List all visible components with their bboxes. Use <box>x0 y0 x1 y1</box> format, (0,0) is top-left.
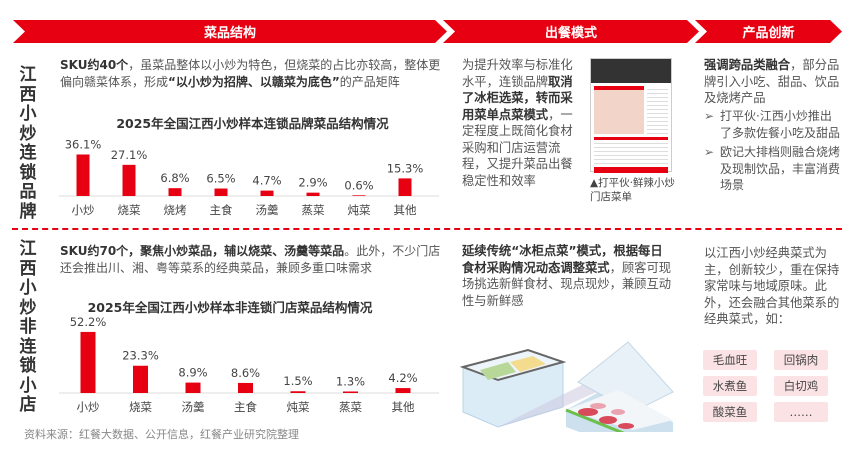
category-label: 炖菜 <box>287 400 310 414</box>
banner-label: 菜品结构 <box>203 26 256 41</box>
side-label-independent: 江西小炒非连锁小店 <box>19 239 37 415</box>
bar <box>185 382 201 393</box>
dish-tag: 水煮鱼 <box>703 376 757 396</box>
data-label: 6.8% <box>160 171 189 185</box>
chart-title: 2025年全国江西小炒样本连锁品牌菜品结构情况 <box>116 116 389 131</box>
category-label: 蒸菜 <box>339 400 362 414</box>
independent-bar-chart: 52.2% 小炒 23.3% 烧菜 8.9% 汤羹 8.6% 主食 1.5% 炖菜 1.3% 蒸菜 4.… <box>59 315 439 414</box>
dish-tag: 回锅肉 <box>774 350 828 370</box>
category-label: 其他 <box>394 203 417 217</box>
chain-intro: SKU约40个，虽菜品整体以小炒为特色，但烧菜的占比亦较高，整体更偏向赣菜体系，… <box>60 58 441 89</box>
category-label: 主食 <box>234 400 257 414</box>
data-label: 0.6% <box>344 178 373 192</box>
menu-caption: ▲打平伙·鲜辣小炒门店菜单 <box>590 177 675 203</box>
dish-tag: 白切鸡 <box>774 376 828 396</box>
bar <box>76 154 90 196</box>
bar <box>122 164 136 196</box>
banner-dish-structure: 菜品结构 <box>13 20 447 43</box>
side-label-chain: 江西小炒连锁品牌 <box>19 65 37 222</box>
dish-tag: 毛血旺 <box>703 350 757 370</box>
innovation-bullets: ➢ 打平伙·江西小炒推出了多款佐餐小吃及甜品 ➢ 欧记大排档则融合烧烤及现制饮品，丰… <box>704 108 840 194</box>
category-label: 汤羹 <box>256 203 279 217</box>
bar <box>306 192 320 196</box>
chain-innovation-text: 强调跨品类融合，部分品牌引入小吃、甜品、饮品及烧烤产品 <box>704 58 840 105</box>
data-label: 6.5% <box>206 172 235 186</box>
chart-title: 2025年全国江西小炒样本非连锁门店菜品结构情况 <box>87 300 373 315</box>
bar <box>398 178 412 196</box>
bullet-item: ➢ 欧记大排档则融合烧烤及现制饮品，丰富消费场景 <box>704 145 841 192</box>
category-label: 烧烤 <box>164 203 187 217</box>
data-label: 52.2% <box>70 315 107 329</box>
category-label: 烧菜 <box>129 400 152 414</box>
independent-innovation-text: 以江西小炒经典菜式为主，创新较少，重在保持家常味与地域原味。此外，还会融合其他菜… <box>704 246 840 326</box>
data-label: 2.9% <box>298 176 327 190</box>
data-label: 1.5% <box>283 374 312 388</box>
source-note: 资料来源：红餐大数据、公开信息，红餐产业研究院整理 <box>24 428 299 441</box>
data-label: 4.2% <box>388 371 417 385</box>
independent-intro: SKU约70个，聚焦小炒菜品，辅以烧菜、汤羹等菜品。此外，不少门店还会推出川、湘… <box>60 244 441 275</box>
chain-service-text: 为提升效率与标准化水平，连锁品牌取消了冰柜选菜，转而采用菜单点菜模式，一定程度上… <box>462 58 573 188</box>
banner-label: 出餐模式 <box>544 26 597 41</box>
category-label: 其他 <box>392 400 415 414</box>
data-label: 4.7% <box>252 174 281 188</box>
data-label: 8.6% <box>231 366 260 380</box>
category-label: 炖菜 <box>348 203 371 217</box>
bullet-item: ➢ 打平伙·江西小炒推出了多款佐餐小吃及甜品 <box>704 109 841 140</box>
data-label: 23.3% <box>122 349 159 363</box>
dish-tag: 酸菜鱼 <box>703 402 757 422</box>
dish-tag: …… <box>774 402 828 422</box>
category-label: 小炒 <box>72 203 95 217</box>
banner-service-mode: 出餐模式 <box>443 20 699 43</box>
data-label: 36.1% <box>65 137 102 151</box>
bar <box>238 382 253 393</box>
section-divider <box>12 228 842 230</box>
banner-product-innovation: 产品创新 <box>695 20 842 43</box>
chain-bar-chart: 36.1% 小炒 27.1% 烧菜 6.8% 烧烤 6.5% 主食 4.7% 汤羹 2.9% 蒸菜 0.… <box>59 137 439 217</box>
category-label: 小炒 <box>77 400 100 414</box>
data-label: 15.3% <box>387 161 424 175</box>
display-freezer-illustration <box>459 341 674 432</box>
category-label: 烧菜 <box>118 203 141 217</box>
bar <box>395 388 411 393</box>
data-label: 27.1% <box>111 148 148 162</box>
menu-image <box>590 58 672 173</box>
independent-service-text: 延续传统“冰柜点菜”模式，根据每日食材采购情况动态调整菜式，顾客可现场挑选新鲜食… <box>462 244 672 308</box>
bar <box>80 331 96 393</box>
bar <box>260 190 274 196</box>
category-label: 蒸菜 <box>302 203 325 217</box>
bar <box>214 188 228 196</box>
banner-label: 产品创新 <box>742 26 795 41</box>
data-label: 1.3% <box>336 374 365 388</box>
category-label: 主食 <box>210 203 233 217</box>
category-label: 汤羹 <box>182 400 205 414</box>
data-label: 8.9% <box>178 366 207 380</box>
bar <box>343 391 358 393</box>
bar <box>352 195 366 196</box>
bar <box>290 391 306 393</box>
bar <box>133 365 148 393</box>
bar <box>168 188 182 196</box>
